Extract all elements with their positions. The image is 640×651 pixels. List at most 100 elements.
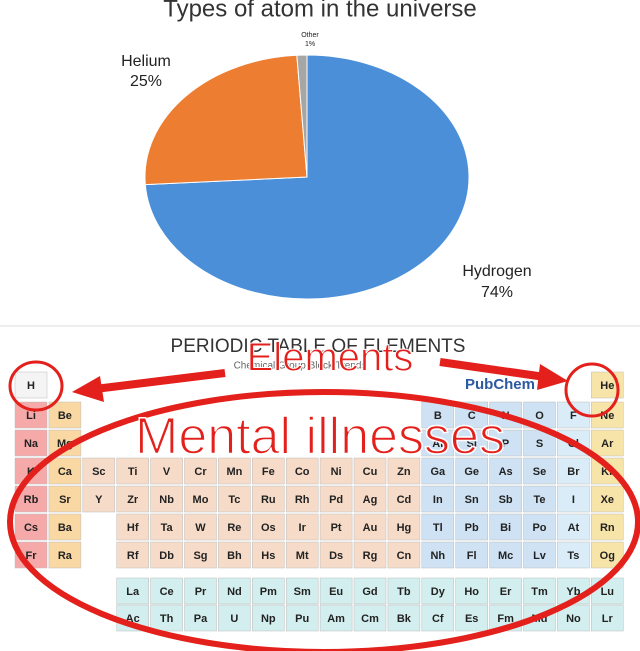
element-symbol: Cd bbox=[397, 494, 412, 506]
element-symbol: Rf bbox=[127, 550, 139, 562]
element-cell bbox=[14, 429, 48, 457]
element-cell bbox=[421, 604, 455, 632]
element-symbol: Mo bbox=[193, 494, 209, 506]
element-cell bbox=[218, 513, 251, 541]
mental-illnesses-label: Mental illnesses bbox=[135, 408, 505, 466]
source-logo: PubChem bbox=[465, 376, 535, 393]
element-cell bbox=[387, 604, 421, 632]
element-symbol: Ce bbox=[160, 586, 174, 598]
element-cell bbox=[421, 429, 455, 457]
element-cell bbox=[184, 604, 217, 632]
element-symbol: Ba bbox=[58, 522, 73, 534]
element-symbol: Th bbox=[160, 613, 174, 625]
element-cell bbox=[252, 577, 285, 605]
element-cell bbox=[150, 577, 183, 605]
element-cell bbox=[489, 577, 522, 605]
element-cell bbox=[252, 513, 285, 541]
element-cell bbox=[489, 457, 522, 485]
element-cell bbox=[150, 604, 183, 632]
element-cell bbox=[285, 541, 319, 569]
element-symbol: Pu bbox=[295, 613, 309, 625]
elements-label: Elements bbox=[247, 336, 414, 380]
element-cell bbox=[285, 604, 319, 632]
element-cell bbox=[523, 513, 556, 541]
table-title: PERIODIC TABLE OF ELEMENTS bbox=[171, 336, 466, 357]
arrow-left bbox=[94, 369, 226, 393]
element-cell bbox=[218, 457, 251, 485]
element-cell bbox=[557, 485, 590, 513]
element-cell bbox=[591, 485, 624, 513]
element-cell bbox=[116, 541, 149, 569]
element-symbol: As bbox=[499, 466, 513, 478]
element-cell bbox=[252, 541, 285, 569]
element-cell bbox=[387, 577, 421, 605]
element-symbol: I bbox=[572, 494, 575, 506]
element-cell bbox=[421, 401, 455, 429]
element-symbol: Hs bbox=[261, 550, 275, 562]
element-symbol: Lu bbox=[601, 586, 614, 598]
annotations: Elements Mental illnesses bbox=[7, 335, 640, 651]
slice-value-label: 1% bbox=[305, 41, 315, 48]
element-symbol: S bbox=[536, 438, 543, 450]
element-cell bbox=[523, 485, 556, 513]
element-symbol: Fm bbox=[497, 613, 514, 625]
element-symbol: Os bbox=[261, 522, 276, 534]
element-cell bbox=[116, 577, 149, 605]
element-cell bbox=[387, 457, 421, 485]
element-symbol: Sb bbox=[499, 494, 513, 506]
element-cell bbox=[252, 457, 285, 485]
element-cell bbox=[285, 513, 319, 541]
element-symbol: Si bbox=[466, 438, 476, 450]
element-symbol: Zr bbox=[127, 494, 139, 506]
element-cell bbox=[353, 457, 387, 485]
element-symbol: Er bbox=[500, 586, 512, 598]
element-symbol: Ra bbox=[58, 550, 73, 562]
pie-slice bbox=[144, 54, 308, 186]
slice-value-label: 25% bbox=[130, 73, 162, 90]
element-symbol: Br bbox=[567, 466, 580, 478]
element-cell bbox=[455, 429, 488, 457]
element-symbol: Se bbox=[533, 466, 546, 478]
element-symbol: Ru bbox=[261, 494, 276, 506]
element-symbol: Cu bbox=[363, 466, 378, 478]
element-symbol: Ge bbox=[464, 466, 479, 478]
element-cell bbox=[218, 541, 251, 569]
element-cell bbox=[184, 457, 217, 485]
element-cell bbox=[14, 513, 48, 541]
element-cell bbox=[489, 541, 522, 569]
element-cell bbox=[218, 485, 251, 513]
element-cell bbox=[557, 541, 590, 569]
element-cell bbox=[591, 429, 624, 457]
element-cell bbox=[353, 577, 387, 605]
element-symbol: Hf bbox=[127, 522, 139, 534]
element-cell bbox=[252, 485, 285, 513]
element-symbol: Ar bbox=[601, 438, 614, 450]
element-cell bbox=[150, 513, 183, 541]
element-cell bbox=[353, 541, 387, 569]
element-symbol: Ho bbox=[464, 586, 479, 598]
element-symbol: Fr bbox=[26, 550, 38, 562]
element-symbol: Pa bbox=[194, 613, 208, 625]
element-cell bbox=[48, 485, 82, 513]
element-cell bbox=[184, 485, 217, 513]
element-cell bbox=[218, 604, 251, 632]
element-cell bbox=[387, 513, 421, 541]
element-cell bbox=[489, 485, 522, 513]
element-cell bbox=[48, 457, 82, 485]
element-symbol: Hg bbox=[397, 522, 412, 534]
element-cell bbox=[557, 604, 590, 632]
element-symbol: La bbox=[126, 586, 140, 598]
element-symbol: Ti bbox=[128, 466, 138, 478]
element-symbol: P bbox=[502, 438, 509, 450]
element-symbol: Cf bbox=[432, 613, 444, 625]
element-cell bbox=[116, 485, 149, 513]
element-symbol: Cs bbox=[24, 522, 38, 534]
element-cell bbox=[319, 485, 353, 513]
element-cell bbox=[82, 485, 116, 513]
element-symbol: Xe bbox=[601, 494, 614, 506]
element-symbol: Gd bbox=[362, 586, 377, 598]
element-cell bbox=[319, 513, 353, 541]
element-symbol: Cm bbox=[361, 613, 379, 625]
element-symbol: Ni bbox=[331, 466, 342, 478]
element-cell bbox=[557, 513, 590, 541]
